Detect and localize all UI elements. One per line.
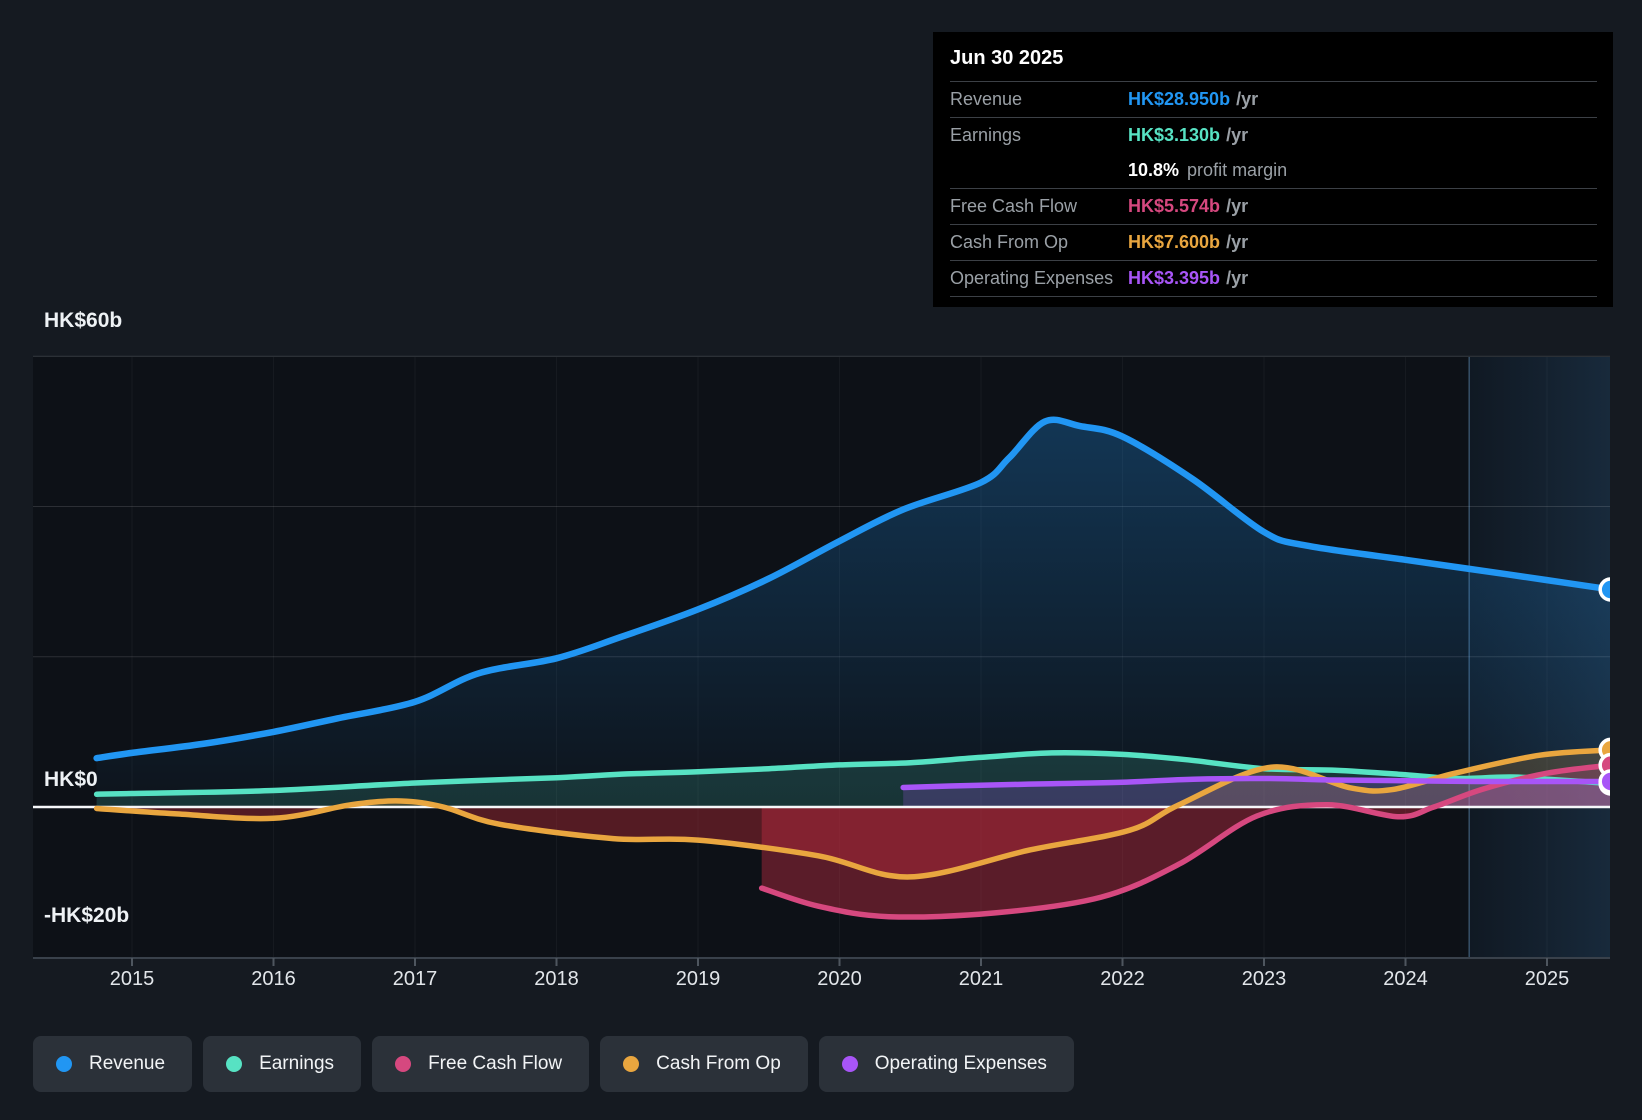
x-axis: 2015 2016 2017 2018 2019 2020 2021 2022 2023 2024… [0, 968, 1642, 994]
tooltip-row-revenue: Revenue HK$28.950b /yr [950, 82, 1597, 118]
tooltip-suffix: /yr [1226, 232, 1249, 252]
legend-item-cash-from-op[interactable]: Cash From Op [600, 1036, 808, 1092]
x-axis-label-2025: 2025 [1524, 968, 1570, 990]
tooltip-value-cash-from-op: HK$7.600b [1128, 232, 1221, 252]
tooltip-label-free-cash-flow: Free Cash Flow [950, 196, 1078, 216]
x-axis-label-2024: 2024 [1383, 968, 1428, 990]
tooltip-label-revenue: Revenue [950, 89, 1023, 109]
free-cash-flow-dot-icon [395, 1056, 412, 1072]
tooltip-label-cash-from-op: Cash From Op [950, 232, 1069, 252]
y-axis-label-0: HK$0 [44, 768, 98, 791]
legend-item-operating-expenses[interactable]: Operating Expenses [818, 1036, 1074, 1092]
legend-item-free-cash-flow[interactable]: Free Cash Flow [372, 1036, 590, 1092]
operating-expenses-dot-icon [841, 1056, 858, 1072]
earnings-dot-icon [226, 1056, 243, 1072]
tooltip-value-earnings: HK$3.130b [1128, 125, 1221, 145]
legend-item-earnings[interactable]: Earnings [203, 1036, 362, 1092]
x-axis-label-2018: 2018 [534, 968, 579, 990]
legend-label-operating-expenses: Operating Expenses [874, 1053, 1047, 1074]
tooltip-suffix: /yr [1236, 89, 1259, 109]
revenue-dot-icon [56, 1056, 72, 1072]
x-axis-label-2016: 2016 [251, 968, 296, 990]
legend-item-revenue[interactable]: Revenue [33, 1036, 193, 1092]
chart-tooltip: Jun 30 2025 Revenue HK$28.950b /yr Earni… [933, 32, 1613, 307]
tooltip-suffix: /yr [1226, 196, 1249, 216]
tooltip-suffix: /yr [1226, 125, 1249, 145]
legend-label-cash-from-op: Cash From Op [656, 1053, 781, 1074]
x-axis-label-2015: 2015 [109, 968, 155, 990]
chart-legend: Revenue Earnings Free Cash Flow Cash Fro… [33, 1036, 1074, 1092]
profit-margin-value: 10.8% [1128, 160, 1180, 180]
x-axis-label-2017: 2017 [392, 968, 438, 990]
x-axis-label-2020: 2020 [817, 968, 862, 990]
tooltip-row-profit-margin: 10.8% profit margin [950, 153, 1597, 189]
legend-label-free-cash-flow: Free Cash Flow [428, 1053, 563, 1074]
y-axis-label-neg20b: -HK$20b [44, 904, 130, 927]
y-axis-label-60b: HK$60b [44, 309, 123, 332]
profit-margin-label: profit margin [1187, 160, 1288, 180]
x-axis-label-2021: 2021 [958, 968, 1004, 990]
x-axis-label-2022: 2022 [1100, 968, 1145, 990]
x-axis-label-2023: 2023 [1241, 968, 1287, 990]
tooltip-row-operating-expenses: Operating Expenses HK$3.395b /yr [950, 261, 1597, 297]
legend-label-revenue: Revenue [89, 1053, 166, 1074]
tooltip-value-revenue: HK$28.950b [1128, 89, 1231, 109]
tooltip-date: Jun 30 2025 [950, 32, 1597, 82]
tooltip-label-operating-expenses: Operating Expenses [950, 268, 1114, 288]
tooltip-row-earnings: Earnings HK$3.130b /yr [950, 118, 1597, 153]
tooltip-row-cash-from-op: Cash From Op HK$7.600b /yr [950, 225, 1597, 261]
tooltip-row-free-cash-flow: Free Cash Flow HK$5.574b /yr [950, 189, 1597, 225]
cash-from-op-dot-icon [623, 1056, 640, 1072]
tooltip-label-earnings: Earnings [950, 125, 1022, 145]
x-axis-label-2019: 2019 [675, 968, 721, 990]
tooltip-suffix: /yr [1226, 268, 1249, 288]
legend-label-earnings: Earnings [259, 1053, 335, 1074]
tooltip-value-operating-expenses: HK$3.395b [1128, 268, 1221, 288]
tooltip-value-free-cash-flow: HK$5.574b [1128, 196, 1221, 216]
